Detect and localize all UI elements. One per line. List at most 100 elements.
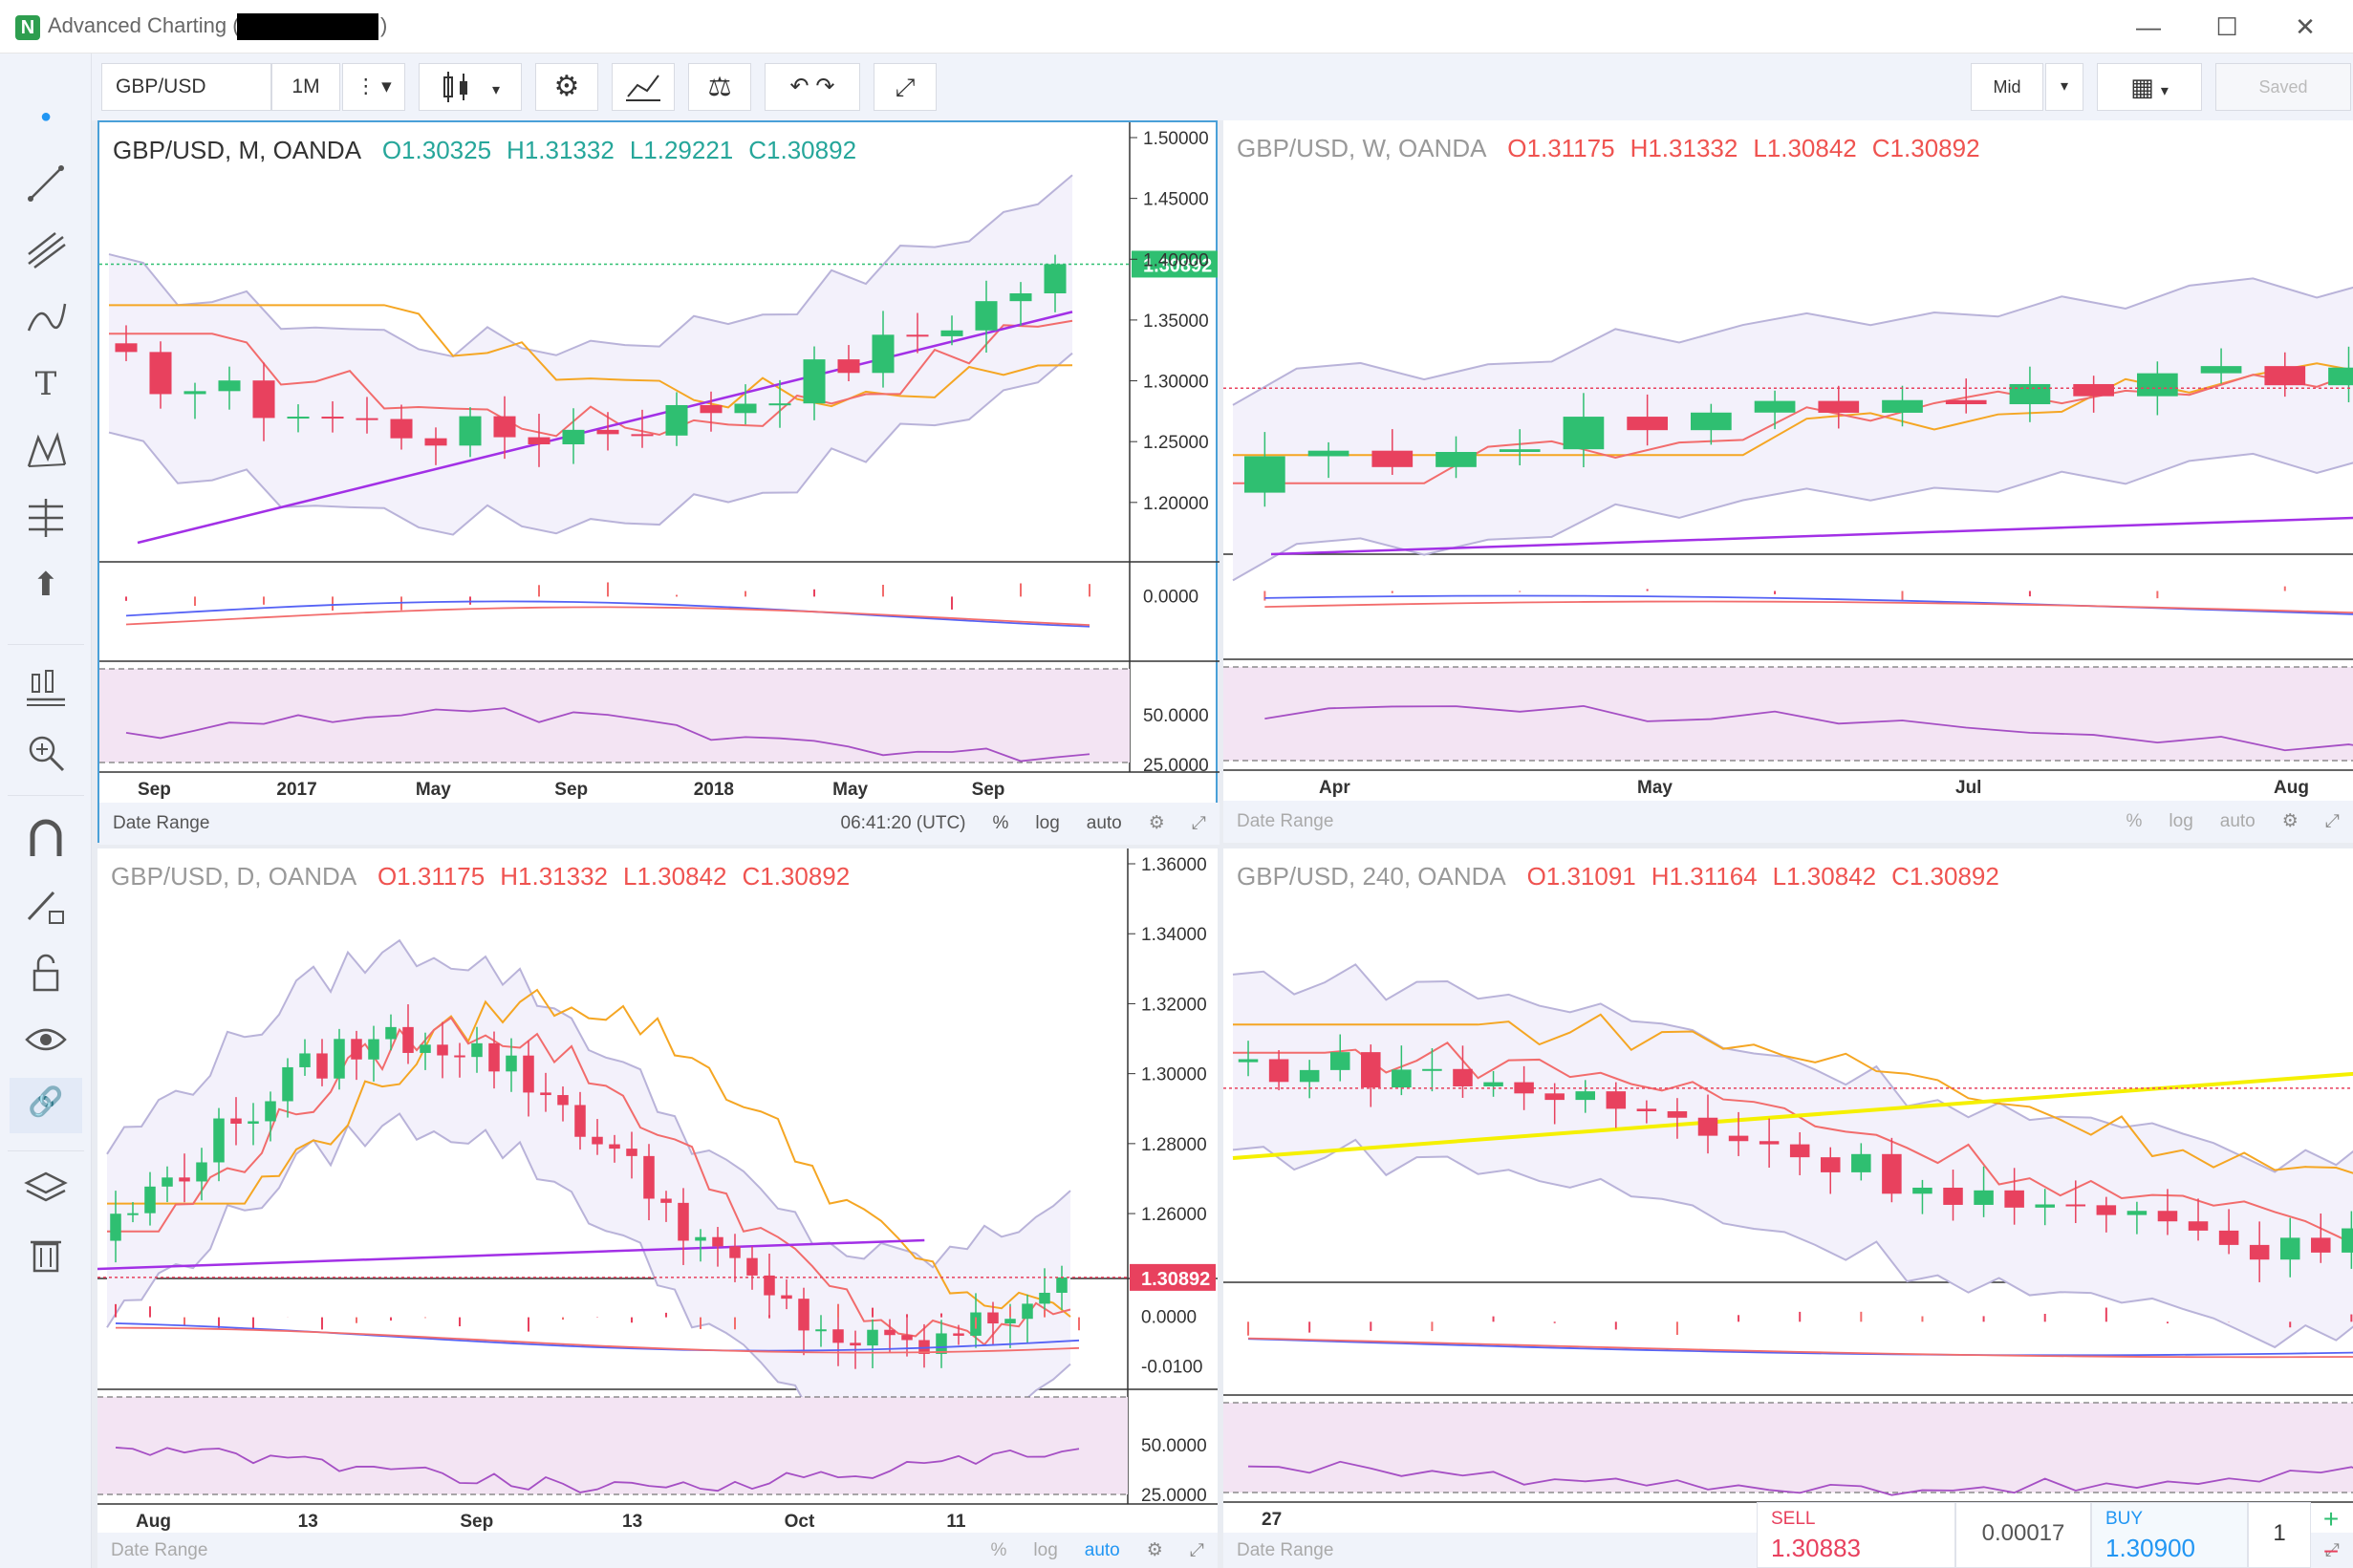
date-range-button[interactable]: Date Range bbox=[1237, 811, 1334, 831]
dot-icon[interactable]: ● bbox=[39, 106, 53, 127]
text-icon[interactable]: T bbox=[34, 365, 57, 403]
measure-icon[interactable] bbox=[21, 493, 71, 543]
pane-settings-icon[interactable]: ⚙ bbox=[2281, 811, 2299, 831]
date-range-button[interactable]: Date Range bbox=[111, 1540, 208, 1560]
candle-body bbox=[1851, 1153, 1871, 1172]
footer-pct-toggle[interactable]: % bbox=[992, 813, 1009, 833]
candle-body bbox=[557, 1095, 569, 1106]
footer-auto-toggle[interactable]: auto bbox=[2219, 811, 2256, 831]
chart-legend: GBP/USD, W, OANDA O1.31175 H1.31332 L1.308… bbox=[1237, 134, 1980, 163]
pitchfork-icon[interactable] bbox=[21, 226, 71, 275]
buy-button[interactable]: BUY 1.30900 bbox=[2091, 1502, 2248, 1568]
chart-type-button[interactable]: ▾ bbox=[419, 63, 522, 111]
legend-symbol[interactable]: GBP/USD, W, OANDA bbox=[1237, 134, 1493, 162]
candle-body bbox=[248, 1121, 259, 1125]
pane-maximize-icon[interactable]: ⤢ bbox=[2324, 811, 2340, 831]
footer-pct-toggle[interactable]: % bbox=[2126, 811, 2143, 831]
date-range-button[interactable]: Date Range bbox=[1237, 1540, 1334, 1560]
chart-canvas[interactable]: 1.308921.320001.315001.310001.305001.300… bbox=[1223, 848, 2353, 1568]
chart-pane-monthly[interactable]: 1.30892 1.50000 1.45000 1.40000 1.35000 1.300… bbox=[97, 120, 1220, 845]
zoom-icon[interactable] bbox=[21, 728, 71, 778]
layers-icon[interactable] bbox=[21, 1162, 71, 1212]
date-range-button[interactable]: Date Range bbox=[113, 813, 210, 833]
candle-body bbox=[2279, 1237, 2300, 1260]
symbol-input[interactable]: GBP/USD bbox=[101, 63, 271, 111]
pane-maximize-icon[interactable]: ⤢ bbox=[1191, 813, 1206, 833]
last-price-tag bbox=[1132, 250, 1218, 278]
chart-canvas[interactable]: 1.30892 1.50000 1.45000 1.40000 1.35000 1.300… bbox=[99, 122, 1220, 845]
saved-button[interactable]: Saved bbox=[2215, 63, 2351, 111]
minimize-button[interactable]: — bbox=[2136, 12, 2161, 41]
candle-body bbox=[1544, 1093, 1565, 1101]
compare-scale-icon[interactable]: ⚖ bbox=[688, 63, 751, 111]
interval-menu-button[interactable]: ⋮ ▾ bbox=[342, 63, 405, 111]
qty-plus-button[interactable]: + bbox=[2322, 1504, 2340, 1534]
candle-body bbox=[2009, 383, 2051, 405]
candle-body bbox=[149, 352, 172, 395]
magnet-icon[interactable] bbox=[21, 814, 71, 864]
legend-symbol[interactable]: GBP/USD, D, OANDA bbox=[111, 862, 362, 891]
top-toolbar: GBP/USD 1M ⋮ ▾ ▾ ⚙ ⚖ ↶ ↷ ⤢ Mid ▾ ▦ ▾ Sav… bbox=[92, 54, 2353, 120]
trash-icon[interactable] bbox=[21, 1229, 71, 1278]
pane-settings-icon[interactable]: ⚙ bbox=[1148, 813, 1165, 833]
qty-minus-button[interactable]: − bbox=[2322, 1536, 2340, 1566]
eye-icon[interactable] bbox=[21, 1015, 71, 1064]
interval-button[interactable]: 1M bbox=[271, 63, 340, 111]
footer-auto-toggle[interactable]: auto bbox=[1086, 813, 1122, 833]
candle-body bbox=[2137, 373, 2178, 397]
pattern-icon[interactable] bbox=[21, 426, 71, 476]
chart-pane-weekly[interactable]: 1.308921.380001.360001.340001.320001.300… bbox=[1223, 120, 2353, 843]
legend-l: L1.30842 bbox=[1772, 862, 1877, 891]
lock-icon[interactable] bbox=[21, 948, 71, 998]
candle-body bbox=[144, 1186, 156, 1214]
legend-symbol[interactable]: GBP/USD, 240, OANDA bbox=[1237, 862, 1512, 891]
price-source-button[interactable]: Mid bbox=[1971, 63, 2043, 111]
legend-o: O1.31175 bbox=[377, 862, 486, 891]
pencil-lock-icon[interactable] bbox=[21, 881, 71, 931]
indicators-button[interactable] bbox=[612, 63, 675, 111]
footer-auto-toggle[interactable]: auto bbox=[1084, 1540, 1120, 1560]
footer-log-toggle[interactable]: log bbox=[1035, 813, 1060, 833]
long-position-icon[interactable] bbox=[21, 661, 71, 711]
candle-body bbox=[540, 1092, 551, 1096]
link-icon[interactable]: 🔗 bbox=[10, 1078, 82, 1133]
scale-options: % log auto ⚙ ⤢ bbox=[2100, 801, 2341, 843]
chart-canvas[interactable]: 1.30892 1.36000 1.34000 1.32000 1.30000 1.280… bbox=[97, 848, 1218, 1568]
footer-log-toggle[interactable]: log bbox=[1033, 1540, 1058, 1560]
pane-footer: Date Range% log auto ⚙ ⤢ bbox=[1223, 801, 2353, 843]
sell-button[interactable]: SELL 1.30883 bbox=[1757, 1502, 1955, 1568]
pane-maximize-icon[interactable]: ⤢ bbox=[1189, 1540, 1204, 1560]
candle-body bbox=[287, 417, 310, 419]
trend-line-icon[interactable] bbox=[21, 159, 71, 208]
pane-settings-icon[interactable]: ⚙ bbox=[1146, 1540, 1163, 1560]
footer-log-toggle[interactable]: log bbox=[2169, 811, 2193, 831]
candle-body bbox=[2065, 1204, 2086, 1207]
trend-line-drawing bbox=[97, 1238, 925, 1271]
quantity-input[interactable]: 1 bbox=[2248, 1502, 2311, 1568]
rsi-line bbox=[1264, 704, 2353, 752]
layout-button[interactable]: ▦ ▾ bbox=[2097, 63, 2202, 111]
maximize-button[interactable]: ☐ bbox=[2215, 12, 2238, 41]
chart-pane-daily[interactable]: 1.30892 1.36000 1.34000 1.32000 1.30000 1.280… bbox=[97, 848, 1218, 1568]
chart-pane-h4[interactable]: 1.308921.320001.315001.310001.305001.300… bbox=[1223, 848, 2353, 1568]
candle-body bbox=[454, 1055, 465, 1058]
trend-line-drawing bbox=[137, 311, 1073, 545]
candle-body bbox=[2126, 1211, 2148, 1215]
time-tick-label: 2018 bbox=[694, 780, 734, 800]
settings-gear-icon[interactable]: ⚙ bbox=[535, 63, 598, 111]
undo-redo-buttons[interactable]: ↶ ↷ bbox=[765, 63, 860, 111]
arrow-up-icon[interactable]: ⬆ bbox=[32, 567, 60, 603]
brush-icon[interactable] bbox=[21, 292, 71, 342]
close-button[interactable]: ✕ bbox=[2295, 12, 2316, 41]
moving-average-fast bbox=[1233, 373, 2353, 484]
candle-body bbox=[1268, 1059, 1289, 1083]
candle-body bbox=[2311, 1237, 2331, 1253]
fullscreen-icon[interactable]: ⤢ bbox=[874, 63, 937, 111]
chart-canvas[interactable]: 1.308921.380001.360001.340001.320001.300… bbox=[1223, 120, 2353, 843]
trend-line-drawing bbox=[1232, 1071, 2353, 1160]
legend-symbol[interactable]: GBP/USD, M, OANDA bbox=[113, 136, 367, 164]
pane-maximize-icon[interactable]: ⤢ bbox=[2324, 1540, 2340, 1560]
price-source-dropdown-icon[interactable]: ▾ bbox=[2045, 63, 2083, 111]
bollinger-upper bbox=[1232, 963, 2353, 1173]
footer-pct-toggle[interactable]: % bbox=[990, 1540, 1007, 1560]
